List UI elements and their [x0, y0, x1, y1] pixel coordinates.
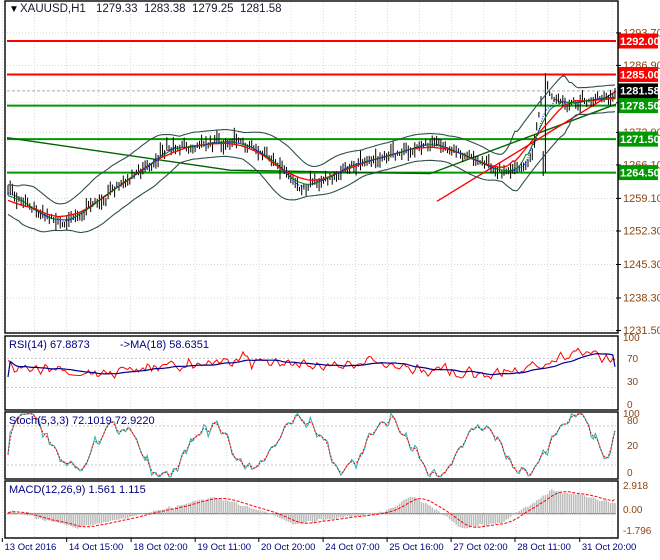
svg-text:24 Oct 07:00: 24 Oct 07:00	[325, 542, 379, 553]
svg-text:14 Oct 15:00: 14 Oct 15:00	[69, 542, 123, 553]
svg-text:1271.50: 1271.50	[620, 134, 660, 146]
svg-text:19 Oct 11:00: 19 Oct 11:00	[197, 542, 251, 553]
svg-text:31 Oct 20:00: 31 Oct 20:00	[582, 542, 636, 553]
svg-text:0.00: 0.00	[623, 505, 643, 516]
svg-text:100: 100	[623, 333, 640, 344]
svg-text:25 Oct 16:00: 25 Oct 16:00	[389, 542, 443, 553]
svg-text:XAUUSD,H1: XAUUSD,H1	[20, 3, 86, 15]
svg-text:1278.50: 1278.50	[620, 100, 660, 112]
svg-text:->MA(18) 58.6351: ->MA(18) 58.6351	[120, 339, 209, 351]
svg-text:18 Oct 02:00: 18 Oct 02:00	[133, 542, 187, 553]
svg-text:1245.30: 1245.30	[623, 259, 660, 271]
svg-text:27 Oct 02:00: 27 Oct 02:00	[453, 542, 507, 553]
svg-text:1279.25: 1279.25	[192, 3, 234, 15]
svg-text:0: 0	[627, 468, 633, 479]
svg-text:20 Oct 20:00: 20 Oct 20:00	[261, 542, 315, 553]
svg-text:1279.33: 1279.33	[96, 3, 138, 15]
svg-text:30: 30	[627, 377, 639, 388]
svg-text:28 Oct 11:00: 28 Oct 11:00	[517, 542, 571, 553]
svg-text:-1.796: -1.796	[623, 526, 652, 537]
svg-text:80: 80	[627, 416, 639, 427]
svg-text:1252.30: 1252.30	[623, 226, 660, 238]
svg-text:MACD(12,26,9) 1.561 1.115: MACD(12,26,9) 1.561 1.115	[9, 484, 146, 496]
svg-text:13 Oct 2016: 13 Oct 2016	[5, 542, 57, 553]
svg-text:1283.38: 1283.38	[144, 3, 186, 15]
svg-text:▼: ▼	[9, 4, 19, 15]
svg-text:2.918: 2.918	[623, 481, 648, 492]
svg-text:70: 70	[627, 354, 639, 365]
svg-text:1285.00: 1285.00	[620, 69, 660, 81]
svg-text:1264.50: 1264.50	[620, 167, 660, 179]
svg-text:1281.58: 1281.58	[240, 3, 282, 15]
svg-text:1259.10: 1259.10	[623, 193, 660, 205]
svg-text:20: 20	[627, 441, 639, 452]
svg-text:1292.00: 1292.00	[620, 36, 660, 48]
svg-text:RSI(14) 67.8873: RSI(14) 67.8873	[9, 339, 90, 351]
svg-text:1238.30: 1238.30	[623, 293, 660, 305]
svg-text:1281.58: 1281.58	[620, 86, 660, 98]
svg-text:Stoch(5,3,3) 72.1019 72.9220: Stoch(5,3,3) 72.1019 72.9220	[9, 415, 155, 427]
